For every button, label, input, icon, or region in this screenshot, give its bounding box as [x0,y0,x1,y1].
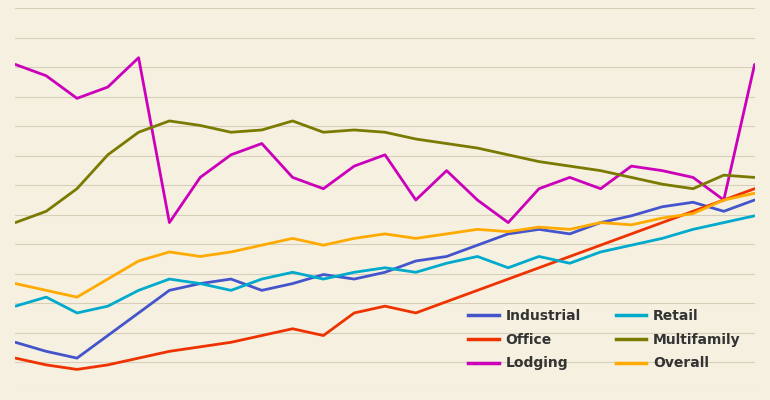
Legend: Industrial, Office, Lodging, Retail, Multifamily, Overall: Industrial, Office, Lodging, Retail, Mul… [461,302,748,377]
